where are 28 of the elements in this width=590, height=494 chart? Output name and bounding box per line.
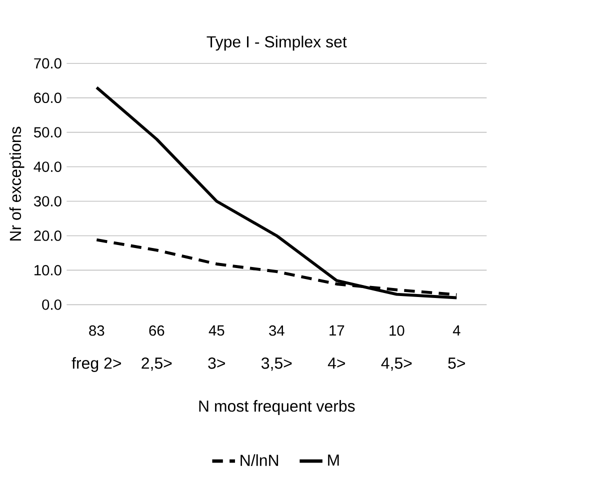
y-tick-label: 20.0	[34, 230, 62, 241]
x-tick-label: 83	[89, 325, 104, 336]
chart-title: Type I - Simplex set	[206, 36, 347, 51]
y-axis-title: Nr of exceptions	[9, 126, 24, 240]
text: 5>	[448, 358, 465, 369]
y-tick-label: 60.0	[34, 92, 62, 104]
x-tick-label: 34	[269, 325, 284, 336]
text: 4>	[328, 358, 345, 369]
y-tick-label: 30.0	[34, 196, 62, 206]
line-series	[95, 86, 458, 300]
text: 4,5>	[381, 358, 412, 371]
legend-label: N/lnN	[240, 454, 278, 466]
y-tick-label: 50.0	[34, 127, 62, 138]
x-axis-title: N most frequent verbs	[199, 400, 355, 415]
text: 3,5>	[261, 358, 292, 371]
text: 3>	[208, 358, 225, 369]
x-tick-label: 10	[390, 325, 404, 336]
x-tick-label: 4	[452, 325, 460, 336]
y-tick-label: 0.0	[42, 299, 62, 310]
x-tick-label: 17	[330, 325, 344, 336]
text: freg 2>	[72, 357, 121, 372]
y-tick-label: 40.0	[34, 162, 62, 172]
legend-label: M	[328, 454, 339, 466]
text: 2,5>	[142, 358, 172, 371]
y-tick-label: 70.0	[34, 58, 62, 69]
x-tick-label: 66	[149, 325, 164, 336]
x-tick-label: 45	[208, 325, 224, 336]
y-tick-label: 10.0	[34, 265, 62, 276]
